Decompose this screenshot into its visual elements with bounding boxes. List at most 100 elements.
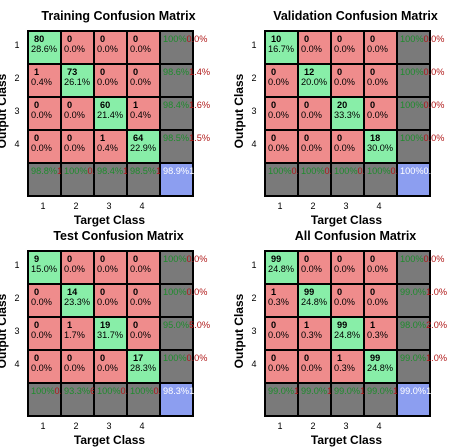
cell-percent: 26.1% bbox=[64, 77, 91, 87]
cell-percent: 20.0% bbox=[301, 77, 328, 87]
y-axis-label: Output Class bbox=[0, 293, 9, 369]
summary-cell: 98.6%1.4% bbox=[160, 64, 210, 97]
cell-count: 0 bbox=[34, 287, 40, 297]
cell-count: 0 bbox=[337, 34, 343, 44]
cell-count: 1 bbox=[133, 100, 139, 110]
misclass-cell: 0 0.0% bbox=[364, 284, 397, 317]
cell-percent: 0.0% bbox=[64, 264, 85, 274]
error-percent: 0.0% bbox=[186, 34, 208, 44]
overall-accuracy-cell: 99.0%1.0% bbox=[397, 383, 447, 416]
cell-count: 0 bbox=[370, 287, 376, 297]
cell-count: 1 bbox=[370, 320, 376, 330]
cell-count: 0 bbox=[67, 353, 73, 363]
misclass-cell: 0 0.0% bbox=[298, 130, 331, 163]
cell-count: 18 bbox=[370, 133, 381, 143]
cell-count: 19 bbox=[100, 320, 111, 330]
cell-count: 0 bbox=[133, 254, 139, 264]
misclass-cell: 0 0.0% bbox=[364, 31, 397, 64]
misclass-cell: 0 0.0% bbox=[127, 31, 160, 64]
x-tick-label: 2 bbox=[310, 421, 316, 431]
accuracy-percent: 100% bbox=[163, 34, 187, 44]
misclass-cell: 0 0.0% bbox=[331, 130, 364, 163]
summary-cell: 99.0%1.0% bbox=[397, 284, 447, 317]
accuracy-percent: 100% bbox=[301, 166, 325, 176]
x-axis-label: Target Class bbox=[73, 433, 146, 447]
x-tick-label: 3 bbox=[106, 421, 112, 431]
misclass-cell: 0 0.0% bbox=[28, 97, 61, 130]
cell-count: 1 bbox=[337, 353, 343, 363]
error-percent: 0.0% bbox=[423, 133, 445, 143]
correct-cell: 99 24.8% bbox=[364, 350, 397, 383]
accuracy-percent: 98.4% bbox=[163, 100, 190, 110]
cell-count: 0 bbox=[67, 34, 73, 44]
x-tick-label: 3 bbox=[343, 421, 349, 431]
cell-count: 1 bbox=[67, 320, 73, 330]
error-percent: 1.6% bbox=[189, 100, 211, 110]
cell-count: 0 bbox=[304, 133, 310, 143]
accuracy-percent: 100% bbox=[163, 287, 187, 297]
matrix-grid: 9 15.0% 0 0.0% 0 0.0% 0 0.0% 100%0.0% 0 0.0% 14 23.3… bbox=[27, 250, 210, 417]
cell-count: 0 bbox=[67, 133, 73, 143]
misclass-cell: 0 0.0% bbox=[265, 97, 298, 130]
summary-cell: 95.0%5.0% bbox=[160, 317, 210, 350]
x-tick-label: 3 bbox=[343, 201, 349, 211]
x-tick-label: 2 bbox=[310, 201, 316, 211]
cell-percent: 0.0% bbox=[334, 77, 355, 87]
y-tick-label: 1 bbox=[14, 40, 20, 50]
x-tick-label: 4 bbox=[139, 201, 145, 211]
summary-cell: 99.0%1.0% bbox=[397, 350, 447, 383]
cell-percent: 0.0% bbox=[301, 143, 322, 153]
error-percent: 1.1% bbox=[189, 166, 211, 176]
cell-count: 14 bbox=[67, 287, 78, 297]
correct-cell: 19 31.7% bbox=[94, 317, 127, 350]
error-percent: 5.0% bbox=[189, 320, 211, 330]
cell-percent: 0.0% bbox=[64, 44, 85, 54]
cell-percent: 0.0% bbox=[31, 297, 52, 307]
accuracy-percent: 95.0% bbox=[163, 320, 190, 330]
cell-percent: 0.0% bbox=[64, 110, 85, 120]
correct-cell: 60 21.4% bbox=[94, 97, 127, 130]
cell-count: 0 bbox=[304, 34, 310, 44]
summary-cell: 100%0.0% bbox=[265, 163, 312, 196]
cell-percent: 0.0% bbox=[97, 44, 118, 54]
cell-count: 1 bbox=[304, 320, 310, 330]
cell-count: 0 bbox=[133, 320, 139, 330]
misclass-cell: 1 0.3% bbox=[364, 317, 397, 350]
error-percent: 0.0% bbox=[423, 254, 445, 264]
cell-percent: 0.0% bbox=[31, 143, 52, 153]
error-percent: 0.0% bbox=[186, 254, 208, 264]
cell-count: 0 bbox=[271, 320, 277, 330]
cell-count: 0 bbox=[370, 254, 376, 264]
cell-percent: 0.0% bbox=[334, 264, 355, 274]
cell-count: 0 bbox=[304, 353, 310, 363]
summary-cell: 98.4%1.6% bbox=[160, 97, 210, 130]
accuracy-percent: 98.0% bbox=[400, 320, 427, 330]
cell-count: 0 bbox=[100, 254, 106, 264]
cell-percent: 28.6% bbox=[31, 44, 58, 54]
x-tick-label: 1 bbox=[277, 201, 283, 211]
cell-count: 0 bbox=[304, 254, 310, 264]
summary-cell: 100%0.0% bbox=[28, 383, 75, 416]
error-percent: 0.0% bbox=[423, 166, 445, 176]
cell-percent: 0.0% bbox=[367, 297, 388, 307]
error-percent: 1.0% bbox=[426, 386, 448, 396]
chart-title: All Confusion Matrix bbox=[294, 229, 417, 243]
accuracy-percent: 100% bbox=[334, 166, 358, 176]
accuracy-percent: 100% bbox=[400, 254, 424, 264]
cell-percent: 0.0% bbox=[97, 363, 118, 373]
confusion-matrix-panel: All Confusion Matrix 99 24.8% 0 0.0% 0 0.0% 0 0.… bbox=[232, 220, 474, 447]
cell-percent: 0.0% bbox=[334, 44, 355, 54]
misclass-cell: 1 0.3% bbox=[298, 317, 331, 350]
cell-percent: 0.3% bbox=[367, 330, 388, 340]
misclass-cell: 0 0.0% bbox=[94, 350, 127, 383]
misclass-cell: 0 0.0% bbox=[298, 97, 331, 130]
x-axis-label: Target Class bbox=[310, 433, 383, 447]
accuracy-percent: 98.5% bbox=[163, 133, 190, 143]
cell-percent: 30.0% bbox=[367, 143, 394, 153]
cell-count: 0 bbox=[133, 34, 139, 44]
misclass-cell: 1 1.7% bbox=[61, 317, 94, 350]
matrix-grid: 10 16.7% 0 0.0% 0 0.0% 0 0.0% 100%0.0% 0 0.0% 12 20.… bbox=[264, 30, 444, 197]
summary-cell: 98.4%1.6% bbox=[94, 163, 144, 196]
summary-cell: 100%0.0% bbox=[160, 251, 207, 284]
correct-cell: 20 33.3% bbox=[331, 97, 364, 130]
